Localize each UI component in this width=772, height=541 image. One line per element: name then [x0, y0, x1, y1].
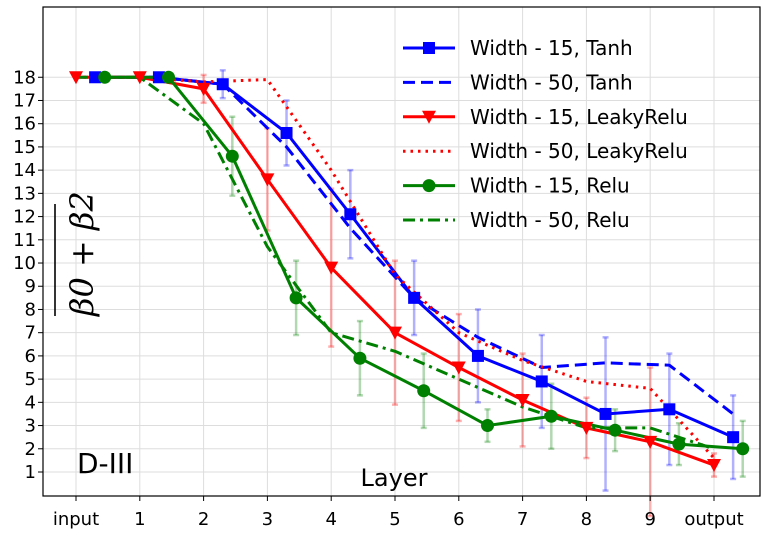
legend-label: Width - 15, LeakyRelu	[470, 105, 688, 129]
circle-marker	[353, 351, 367, 365]
y-tick-label: 2	[25, 439, 36, 460]
square-marker	[727, 431, 740, 444]
y-tick-label: 16	[13, 114, 36, 135]
y-tick-label: 12	[13, 207, 36, 228]
x-tick-label: 8	[581, 509, 592, 530]
y-tick-label: 10	[13, 253, 36, 274]
square-marker	[344, 208, 357, 221]
plot-frame	[42, 6, 761, 497]
circle-marker	[98, 70, 112, 84]
circle-marker	[162, 70, 176, 84]
x-tick-label: 3	[262, 509, 273, 530]
legend: Width - 15, Tanh Width - 50, Tanh Width - …	[403, 36, 688, 232]
square-marker	[280, 126, 293, 139]
legend-label: Width - 15, Tanh	[470, 36, 633, 60]
square-marker	[471, 349, 484, 362]
axes: input 1 2 3 4 5 6 7 8 9 output12345678910111213141…	[13, 67, 744, 530]
square-marker	[216, 78, 229, 91]
triangle-marker	[260, 173, 275, 187]
triangle-marker	[324, 261, 339, 275]
circle-marker	[608, 423, 622, 437]
panel-label: D-III	[77, 447, 133, 480]
y-tick-label: 13	[13, 183, 36, 204]
y-tick-label: 8	[25, 299, 36, 320]
legend-label: Width - 50, Tanh	[470, 70, 633, 94]
y-axis-title: β0 + β2	[54, 191, 101, 317]
square-marker	[535, 375, 548, 388]
y-axis-title-text: β0 + β2	[63, 191, 101, 317]
x-tick-label: 5	[389, 509, 400, 530]
y-tick-label: 14	[13, 160, 36, 181]
square-marker	[663, 403, 676, 416]
y-tick-label: 6	[25, 346, 36, 367]
x-tick-label: input	[53, 509, 99, 530]
y-tick-label: 9	[25, 276, 36, 297]
y-tick-label: 3	[25, 416, 36, 437]
circle-marker	[672, 437, 686, 451]
square-marker	[152, 71, 165, 84]
y-tick-label: 4	[25, 392, 36, 413]
legend-label: Width - 50, LeakyRelu	[470, 139, 688, 163]
square-marker	[89, 71, 102, 84]
x-tick-label: output	[684, 509, 743, 530]
triangle-marker	[422, 110, 436, 124]
x-tick-label: 6	[453, 509, 464, 530]
circle-marker	[417, 384, 431, 398]
circle-marker	[544, 409, 558, 423]
triangle-marker	[707, 459, 721, 473]
square-marker	[599, 407, 612, 420]
triangle-marker	[579, 421, 594, 435]
triangle-marker	[132, 71, 147, 85]
series-line	[76, 75, 715, 451]
series-markers	[69, 70, 750, 473]
y-tick-label: 7	[25, 323, 36, 344]
legend-label: Width - 50, Relu	[470, 208, 630, 232]
y-tick-label: 18	[13, 67, 36, 88]
x-tick-label: 9	[644, 509, 655, 530]
y-tick-label: 11	[13, 230, 36, 251]
x-tick-label: 1	[134, 509, 145, 530]
triangle-marker	[643, 435, 658, 449]
y-tick-label: 1	[25, 462, 36, 483]
triangle-marker	[515, 394, 530, 408]
square-marker	[423, 42, 435, 54]
triangle-marker	[388, 326, 402, 340]
x-tick-label: 7	[517, 509, 528, 530]
legend-label: Width - 15, Relu	[470, 174, 630, 198]
y-tick-label: 5	[25, 369, 36, 390]
triangle-marker	[196, 82, 211, 96]
triangle-marker	[451, 361, 466, 375]
x-axis-title: Layer	[361, 464, 428, 492]
series-line	[76, 75, 716, 460]
circle-marker	[736, 442, 750, 456]
circle-marker	[481, 419, 495, 433]
y-tick-label: 17	[13, 90, 36, 111]
triangle-marker	[69, 71, 83, 85]
circle-marker	[422, 179, 436, 193]
x-tick-label: 2	[198, 509, 209, 530]
circle-marker	[289, 291, 303, 305]
y-tick-label: 15	[13, 137, 36, 158]
x-tick-label: 4	[325, 509, 336, 530]
circle-marker	[225, 149, 239, 163]
square-marker	[408, 291, 421, 304]
